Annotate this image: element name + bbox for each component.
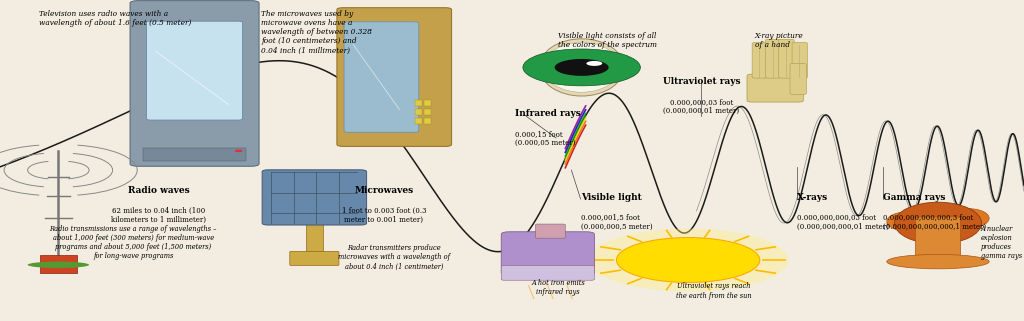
- Bar: [415, 100, 422, 106]
- Circle shape: [523, 49, 640, 86]
- Circle shape: [587, 61, 602, 66]
- FancyBboxPatch shape: [337, 8, 452, 146]
- Text: Radar transmitters produce
microwaves with a wavelength of
about 0.4 inch (1 cen: Radar transmitters produce microwaves wi…: [338, 244, 451, 270]
- FancyBboxPatch shape: [778, 39, 795, 78]
- Bar: [415, 109, 422, 115]
- Text: Ultraviolet rays reach
the earth from the sun: Ultraviolet rays reach the earth from th…: [676, 282, 752, 300]
- Text: A nuclear
explosion
produces
gamma rays: A nuclear explosion produces gamma rays: [981, 225, 1022, 260]
- Bar: [424, 100, 431, 106]
- FancyBboxPatch shape: [290, 251, 339, 265]
- Bar: [424, 109, 431, 115]
- Text: 0.000,000,03 foot
(0.000,000,01 meter): 0.000,000,03 foot (0.000,000,01 meter): [664, 98, 739, 115]
- Circle shape: [555, 59, 608, 76]
- Bar: [143, 148, 246, 160]
- FancyBboxPatch shape: [766, 39, 781, 78]
- Bar: [424, 118, 431, 124]
- FancyBboxPatch shape: [262, 170, 367, 225]
- Text: Radio transmissions use a range of wavelengths –
about 1,000 feet (300 meters) f: Radio transmissions use a range of wavel…: [49, 225, 217, 260]
- FancyBboxPatch shape: [915, 217, 961, 261]
- Circle shape: [616, 238, 760, 282]
- Ellipse shape: [887, 212, 928, 231]
- FancyBboxPatch shape: [793, 42, 807, 78]
- Text: 0.000,001,5 foot
(0.000,000,5 meter): 0.000,001,5 foot (0.000,000,5 meter): [581, 213, 652, 231]
- Ellipse shape: [540, 39, 624, 96]
- Text: Infrared rays: Infrared rays: [515, 109, 581, 118]
- Text: Television uses radio waves with a
wavelength of about 1.6 feet (0.5 meter): Television uses radio waves with a wavel…: [39, 10, 191, 27]
- Ellipse shape: [910, 204, 967, 220]
- Bar: [415, 118, 422, 124]
- FancyBboxPatch shape: [748, 74, 804, 102]
- Text: Ultraviolet rays: Ultraviolet rays: [663, 77, 740, 86]
- FancyBboxPatch shape: [502, 232, 594, 275]
- Text: 0.000,000,000,03 foot
(0.000,000,000,01 meter): 0.000,000,000,03 foot (0.000,000,000,01 …: [797, 213, 889, 231]
- Text: Radio waves: Radio waves: [128, 186, 189, 195]
- Text: 1 foot to 0.003 foot (0.3
meter to 0.001 meter): 1 foot to 0.003 foot (0.3 meter to 0.001…: [342, 207, 426, 224]
- FancyBboxPatch shape: [752, 42, 768, 78]
- Text: A hot iron emits
infrared rays: A hot iron emits infrared rays: [531, 279, 585, 297]
- Text: Gamma rays: Gamma rays: [883, 193, 945, 202]
- Text: Microwaves: Microwaves: [354, 186, 414, 195]
- FancyBboxPatch shape: [791, 64, 807, 94]
- Ellipse shape: [28, 262, 89, 268]
- Bar: [306, 217, 323, 258]
- Text: 62 miles to 0.04 inch (100
kilometers to 1 millimeter): 62 miles to 0.04 inch (100 kilometers to…: [112, 207, 206, 224]
- Circle shape: [234, 150, 243, 152]
- FancyBboxPatch shape: [502, 265, 594, 280]
- FancyBboxPatch shape: [344, 22, 419, 132]
- Bar: [40, 255, 77, 273]
- Ellipse shape: [543, 42, 620, 92]
- Text: Visible light consists of all
the colors of the spectrum: Visible light consists of all the colors…: [558, 32, 656, 49]
- FancyBboxPatch shape: [130, 1, 259, 166]
- Ellipse shape: [895, 202, 981, 244]
- Text: Visible light: Visible light: [581, 193, 641, 202]
- Text: 0.000,000,000,000,3 foot
(0.000,000,000,000,1 meter): 0.000,000,000,000,3 foot (0.000,000,000,…: [883, 213, 986, 231]
- Text: 0.000,15 foot
(0.000,05 meter): 0.000,15 foot (0.000,05 meter): [515, 130, 575, 147]
- FancyBboxPatch shape: [146, 21, 243, 120]
- Circle shape: [588, 229, 788, 291]
- Text: X-ray picture
of a hand: X-ray picture of a hand: [755, 32, 804, 49]
- Ellipse shape: [948, 209, 989, 228]
- Ellipse shape: [887, 254, 989, 269]
- Text: X-rays: X-rays: [797, 193, 827, 202]
- Text: The microwaves used by
microwave ovens have a
wavelength of between 0.328
foot (: The microwaves used by microwave ovens h…: [261, 10, 372, 55]
- FancyBboxPatch shape: [536, 224, 565, 238]
